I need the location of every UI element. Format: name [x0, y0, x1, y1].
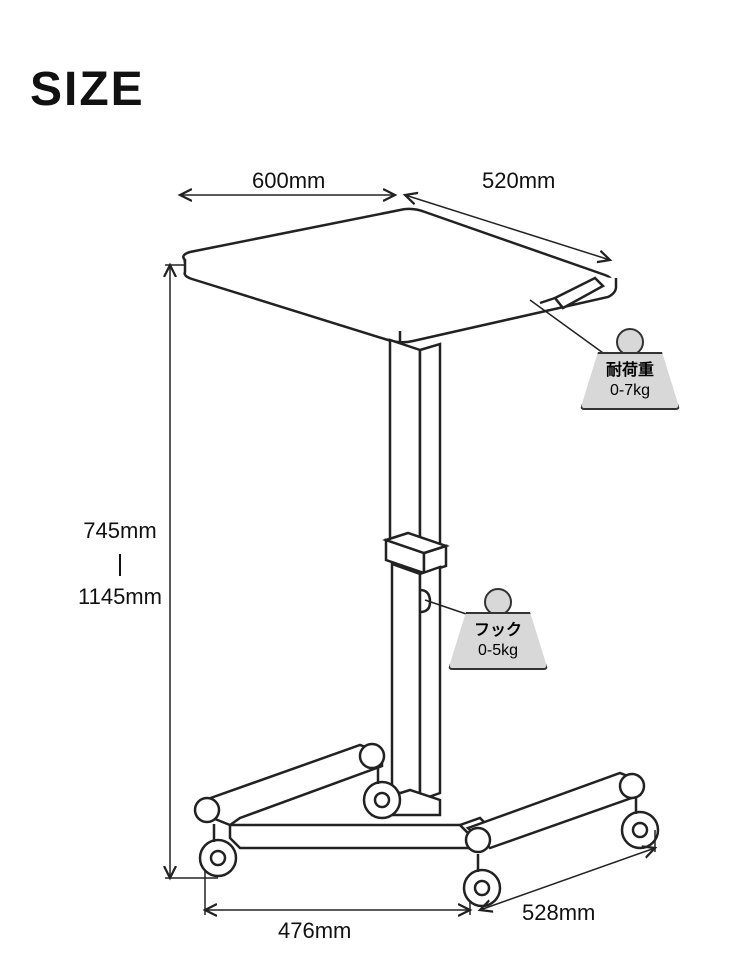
column-lower: [392, 564, 440, 800]
label-base-depth: 528mm: [522, 900, 595, 926]
tabletop: [183, 209, 616, 343]
callout-load-title: 耐荷重: [606, 361, 654, 381]
label-base-width: 476mm: [278, 918, 351, 944]
callout-load: 耐荷重 0-7kg: [580, 328, 680, 410]
callout-hook-body: フック 0-5kg: [448, 612, 548, 670]
weight-icon: [484, 588, 512, 616]
label-height-min: 745mm: [83, 518, 156, 543]
label-top-width: 600mm: [252, 168, 325, 194]
label-height-max: 1145mm: [78, 584, 162, 609]
callout-hook-title: フック: [474, 621, 522, 641]
weight-icon: [616, 328, 644, 356]
product-diagram: [0, 0, 740, 957]
column-upper: [390, 340, 440, 550]
callout-load-body: 耐荷重 0-7kg: [580, 352, 680, 410]
callout-hook: フック 0-5kg: [448, 588, 548, 670]
callout-hook-value: 0-5kg: [478, 641, 518, 661]
dim-base-width: [205, 870, 470, 915]
dim-height-line: [165, 265, 218, 878]
callout-load-value: 0-7kg: [610, 381, 650, 401]
label-height-range: 745mm 1145mm: [78, 514, 162, 613]
label-top-depth: 520mm: [482, 168, 555, 194]
height-sep: [119, 554, 121, 576]
